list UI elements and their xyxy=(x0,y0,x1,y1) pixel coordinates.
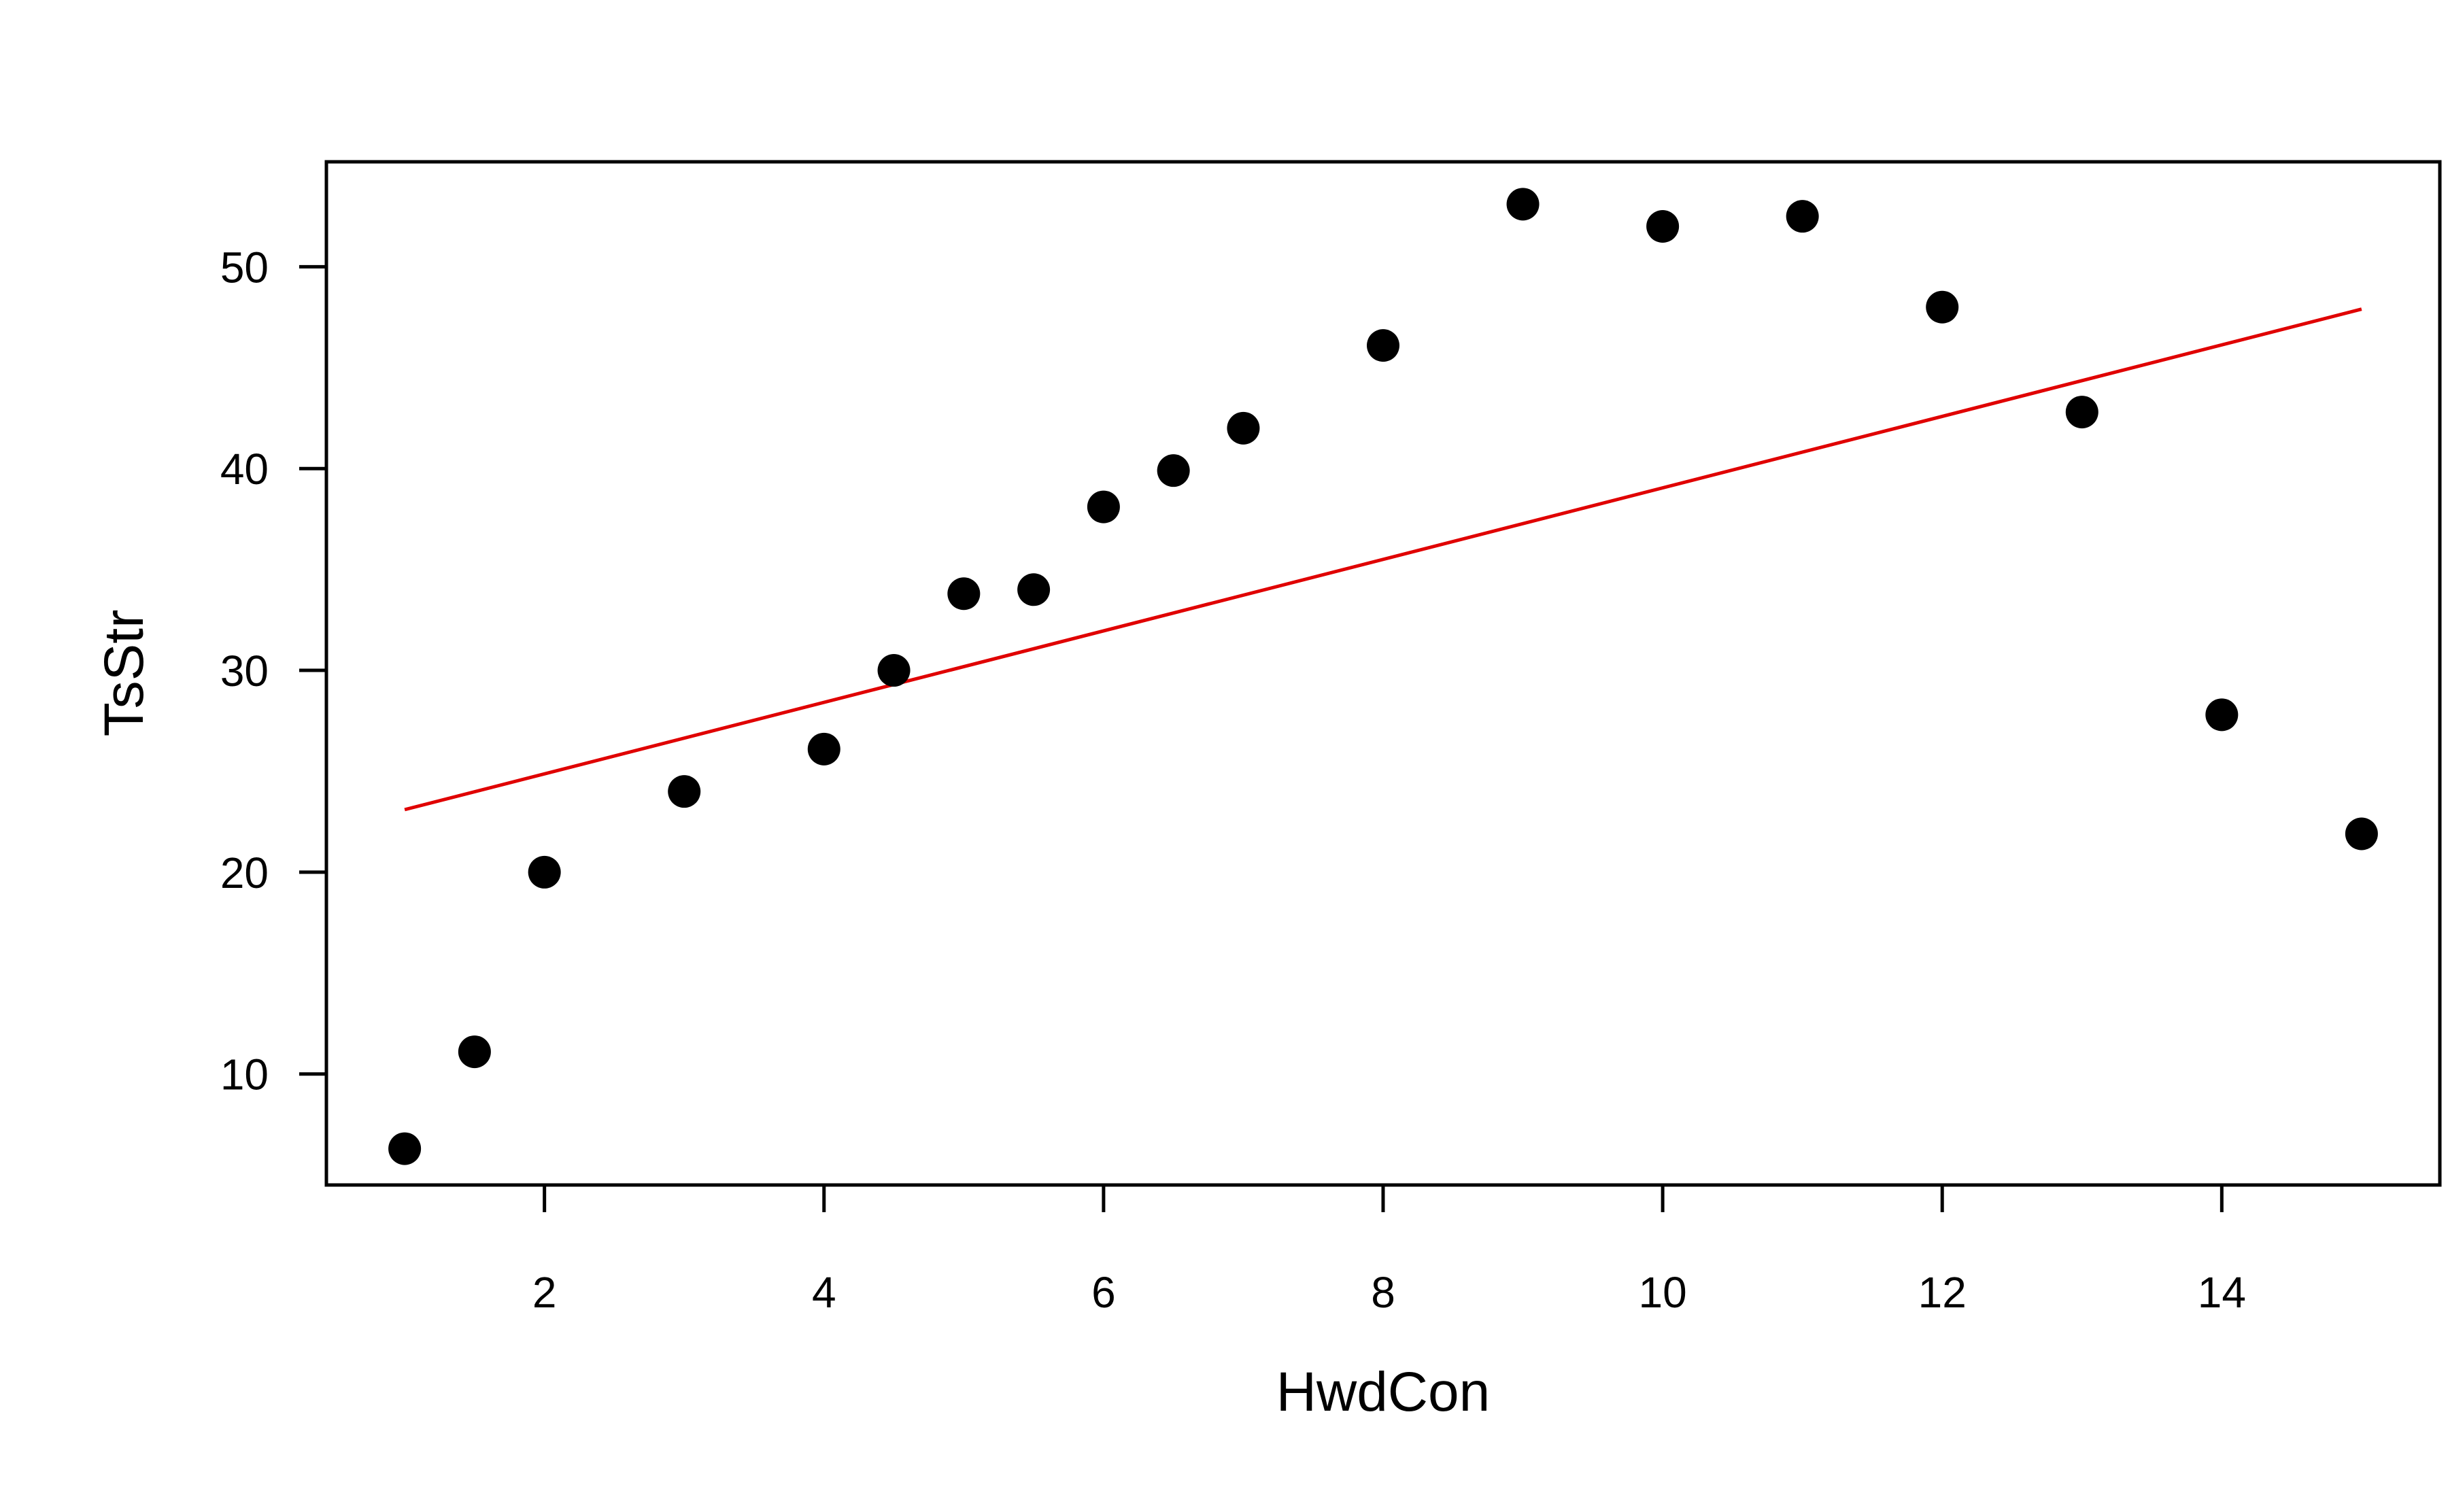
y-tick-label: 40 xyxy=(220,445,269,494)
data-point xyxy=(1646,209,1680,243)
x-tick-label: 2 xyxy=(532,1268,557,1317)
x-tick-label: 4 xyxy=(812,1268,836,1317)
y-tick-label: 20 xyxy=(220,848,269,897)
x-tick-label: 14 xyxy=(2198,1268,2246,1317)
data-point xyxy=(877,654,911,687)
data-points xyxy=(388,188,2378,1165)
data-point xyxy=(668,775,701,808)
data-point xyxy=(1367,329,1399,362)
data-point xyxy=(528,855,561,889)
data-point xyxy=(1017,573,1051,606)
data-point xyxy=(1157,454,1190,487)
data-point xyxy=(458,1035,491,1069)
data-point xyxy=(807,732,840,766)
y-tick-label: 50 xyxy=(220,243,269,292)
y-axis-title: TsStr xyxy=(93,610,155,737)
data-point xyxy=(1786,200,1819,233)
y-axis: 10 20 30 40 50 xyxy=(220,243,326,1099)
data-point xyxy=(947,577,981,611)
x-tick-label: 6 xyxy=(1091,1268,1116,1317)
x-axis: 2 4 6 8 10 12 14 xyxy=(532,1185,2246,1317)
data-point xyxy=(1087,490,1120,523)
regression-line xyxy=(404,307,2362,812)
data-point xyxy=(388,1132,422,1165)
y-tick-label: 30 xyxy=(220,647,269,695)
y-tick-label: 10 xyxy=(220,1050,269,1099)
data-point xyxy=(2065,396,2098,429)
data-point xyxy=(1227,411,1260,445)
data-point xyxy=(1926,290,1959,324)
regression-line-layer xyxy=(404,307,2362,812)
data-point xyxy=(2345,817,2378,850)
x-tick-label: 8 xyxy=(1371,1268,1395,1317)
data-point xyxy=(2205,698,2239,732)
x-tick-label: 10 xyxy=(1639,1268,1687,1317)
plot-border xyxy=(324,160,2442,1187)
x-tick-label: 12 xyxy=(1918,1268,1967,1317)
data-point xyxy=(1506,188,1540,221)
x-axis-title: HwdCon xyxy=(1276,1361,1490,1423)
